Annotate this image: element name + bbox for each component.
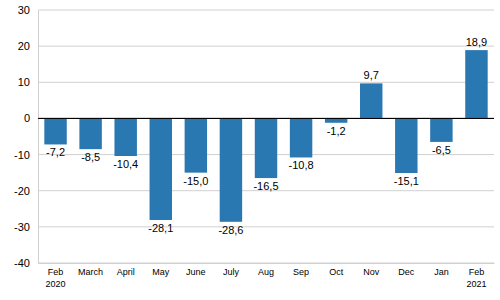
y-tick: 20 [18,40,38,52]
zero-line [38,118,494,119]
y-tick: -40 [14,257,38,269]
x-tick-label: Nov [363,267,380,277]
x-tick: May [152,263,170,277]
bar [430,118,452,141]
data-label: -28,6 [218,224,243,236]
bar [220,118,242,221]
x-axis-line [39,263,495,264]
grid [38,10,494,263]
y-axis: -40 -30 -20 -10 0 10 20 30 [14,4,38,269]
y-tick-label: -10 [14,149,30,161]
grid-line [38,263,494,264]
bar [465,50,487,118]
x-tick-label: May [152,267,170,277]
y-tick: -10 [14,149,38,161]
x-tick: Sep [293,263,309,277]
x-axis: Feb2020 March April May June July Aug Sep Oct Nov… [39,263,495,289]
x-tick-label: Oct [329,267,344,277]
data-label: 9,7 [364,69,379,81]
x-tick-label: March [78,267,103,277]
y-tick-label: 20 [18,40,30,52]
data-label: -7,2 [46,146,65,158]
x-tick: April [117,263,135,277]
data-label: 18,9 [466,36,487,48]
y-tick: 0 [24,112,38,124]
data-label: -15,0 [183,175,208,187]
grid-line [38,226,494,227]
x-tick: Aug [258,263,274,277]
baseline [38,118,494,119]
bar [150,118,172,220]
data-label: -16,5 [253,180,278,192]
data-label: -8,5 [81,151,100,163]
data-label: -10,4 [113,158,138,170]
y-tick-label: 30 [18,4,30,16]
x-tick: Dec [398,263,415,277]
x-tick: Oct [329,263,344,277]
bars [44,50,487,222]
x-tick: Feb2021 [466,263,486,289]
x-tick-label: Sep [293,267,309,277]
x-tick: Jan [434,263,449,277]
plot: -40 -30 -20 -10 0 10 20 30 -7,2 -8,5 -10,4 -28,1 -15… [14,4,494,289]
bar [360,83,382,118]
y-tick-label: 0 [24,112,30,124]
grid-line [38,46,494,47]
data-label: -6,5 [432,144,451,156]
x-tick: Nov [363,263,380,277]
bar [325,118,347,122]
x-tick-label: Dec [398,267,415,277]
bar [185,118,207,172]
x-tick-label: April [117,267,135,277]
x-tick: June [186,263,206,277]
y-tick-label: -30 [14,221,30,233]
bar [255,118,277,178]
y-tick-label: -20 [14,185,30,197]
bar [44,118,66,144]
data-label: -1,2 [327,125,346,137]
x-tick-label: June [186,267,206,277]
x-tick-label: Aug [258,267,274,277]
y-tick: -30 [14,221,38,233]
data-label: -10,8 [289,159,314,171]
grid-line [38,82,494,83]
grid-line [38,10,494,11]
y-tick: 30 [18,4,38,16]
chart: -40 -30 -20 -10 0 10 20 30 -7,2 -8,5 -10,4 -28,1 -15… [0,0,500,300]
data-label: -28,1 [148,222,173,234]
x-tick-label: July [223,267,240,277]
y-tick: -20 [14,185,38,197]
x-tick-label: Feb2020 [46,267,66,288]
bar [395,118,417,173]
data-labels: -7,2 -8,5 -10,4 -28,1 -15,0 -28,6 -16,5 -10,8 -1… [46,36,487,236]
bar [79,118,101,149]
data-label: -15,1 [394,175,419,187]
x-tick: Feb2020 [46,263,66,289]
y-tick: 10 [18,76,38,88]
y-tick-label: -40 [14,257,30,269]
x-tick: July [223,263,240,277]
x-tick-label: Feb2021 [466,267,486,288]
x-tick-label: Jan [434,267,449,277]
y-axis-line [38,11,39,264]
bar [290,118,312,157]
x-tick: March [78,263,103,277]
bar [114,118,136,156]
y-tick-label: 10 [18,76,30,88]
